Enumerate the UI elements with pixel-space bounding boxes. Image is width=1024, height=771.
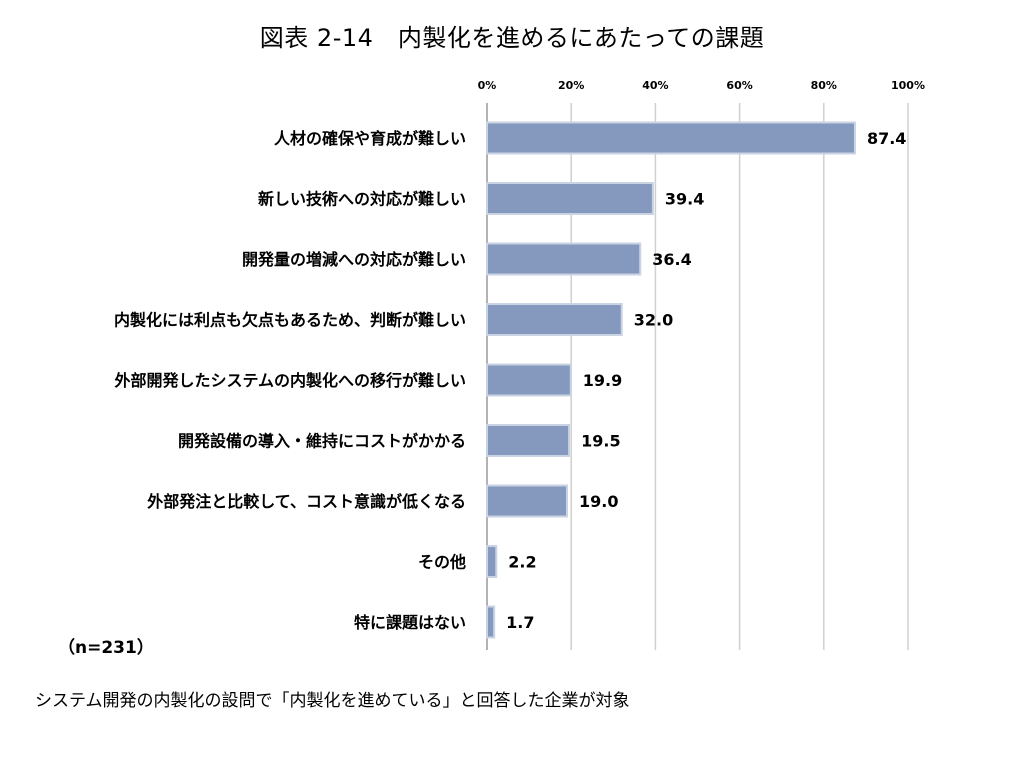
bar [486, 545, 498, 578]
category-label: その他 [418, 553, 466, 572]
category-label: 外部開発したシステムの内製化への移行が難しい [113, 371, 466, 390]
bar [486, 484, 568, 518]
bar [486, 242, 642, 276]
value-label: 1.7 [506, 613, 534, 632]
bar [486, 182, 654, 215]
x-tick-labels: 0% 20% 40% 60% 80% 100% [478, 79, 925, 92]
bar [486, 424, 571, 457]
value-label: 2.2 [508, 553, 536, 572]
category-label: 人材の確保や育成が難しい [274, 129, 466, 148]
bar [486, 303, 623, 336]
sample-size-note: （n=231） [58, 638, 154, 658]
footnote: システム開発の内製化の設問で「内製化を進めている」と回答した企業が対象 [35, 691, 630, 711]
bar [486, 121, 856, 155]
value-label: 19.0 [579, 492, 618, 511]
x-tick-label: 0% [478, 79, 497, 92]
bar [486, 363, 572, 397]
x-tick-label: 80% [811, 79, 837, 92]
category-label: 新しい技術への対応が難しい [258, 190, 466, 209]
category-label: 内製化には利点も欠点もあるため、判断が難しい [114, 311, 466, 330]
value-label: 32.0 [634, 311, 673, 330]
bar [486, 605, 496, 639]
value-label: 19.5 [581, 432, 620, 451]
value-label: 36.4 [652, 250, 691, 269]
value-label: 39.4 [665, 190, 704, 209]
value-label: 19.9 [583, 371, 622, 390]
category-label: 特に課題はない [354, 613, 466, 632]
category-labels: 人材の確保や育成が難しい新しい技術への対応が難しい開発量の増減への対応が難しい内… [113, 129, 466, 632]
bars [486, 121, 856, 639]
x-tick-label: 60% [726, 79, 752, 92]
x-tick-label: 40% [642, 79, 668, 92]
value-labels: 87.4 39.4 36.4 32.0 19.9 19.5 19.0 2.2 1.7 [506, 129, 906, 632]
category-label: 開発設備の導入・維持にコストがかかる [178, 432, 466, 451]
category-label: 開発量の増減への対応が難しい [242, 250, 466, 269]
x-tick-label: 20% [558, 79, 584, 92]
value-label: 87.4 [867, 129, 906, 148]
x-tick-label: 100% [891, 79, 925, 92]
chart-title: 図表 2-14 内製化を進めるにあたっての課題 [259, 24, 765, 52]
category-label: 外部発注と比較して、コスト意識が低くなる [146, 492, 466, 511]
